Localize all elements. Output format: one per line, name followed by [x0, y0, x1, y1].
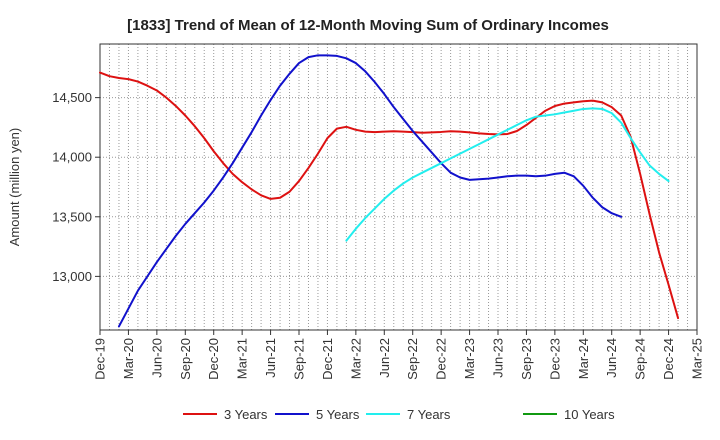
legend-label-5-years: 5 Years [316, 407, 360, 422]
x-tick-label: Sep-21 [292, 338, 307, 380]
y-tick-label: 14,000 [52, 150, 92, 165]
x-tick-label: Dec-21 [320, 338, 335, 380]
x-tick-label: Dec-23 [547, 338, 562, 380]
x-tick-label: Mar-25 [690, 338, 705, 379]
legend-label-7-years: 7 Years [407, 407, 451, 422]
x-tick-label: Sep-23 [519, 338, 534, 380]
x-tick-label: Mar-24 [576, 338, 591, 379]
x-tick-label: Mar-23 [462, 338, 477, 379]
y-axis-ticks: 13,000 13,500 14,000 14,500 [52, 90, 100, 284]
x-tick-label: Sep-22 [405, 338, 420, 380]
series-line-3-years [99, 71, 680, 320]
x-tick-label: Mar-21 [235, 338, 250, 379]
legend-label-3-years: 3 Years [224, 407, 268, 422]
x-tick-label: Mar-22 [348, 338, 363, 379]
y-tick-label: 13,500 [52, 209, 92, 224]
series-line-5-years [117, 54, 623, 328]
x-axis-ticks: Dec-19 Mar-20 Jun-20 Sep-20 Dec-20 Mar-21 Jun-… [93, 330, 705, 380]
x-tick-label: Jun-22 [377, 338, 392, 378]
y-axis-label: Amount (million yen) [7, 128, 22, 247]
x-tick-label: Mar-20 [121, 338, 136, 379]
x-tick-label: Sep-20 [178, 338, 193, 380]
legend-label-10-years: 10 Years [564, 407, 615, 422]
series-line-7-years [345, 107, 670, 242]
x-tick-label: Jun-21 [263, 338, 278, 378]
chart-title: [1833] Trend of Mean of 12-Month Moving … [127, 17, 609, 34]
x-tick-label: Dec-20 [206, 338, 221, 380]
grid-lines [100, 44, 697, 330]
x-tick-label: Jun-20 [149, 338, 164, 378]
x-tick-label: Dec-24 [661, 338, 676, 380]
x-tick-label: Dec-19 [93, 338, 108, 380]
y-tick-label: 14,500 [52, 90, 92, 105]
x-tick-label: Sep-24 [633, 338, 648, 380]
x-tick-label: Jun-24 [604, 338, 619, 378]
x-tick-label: Jun-23 [491, 338, 506, 378]
y-tick-label: 13,000 [52, 269, 92, 284]
x-tick-label: Dec-22 [434, 338, 449, 380]
plot-area-frame [99, 43, 698, 331]
legend: 3 Years 5 Years 7 Years 10 Years [183, 407, 615, 422]
series-lines [99, 54, 680, 328]
